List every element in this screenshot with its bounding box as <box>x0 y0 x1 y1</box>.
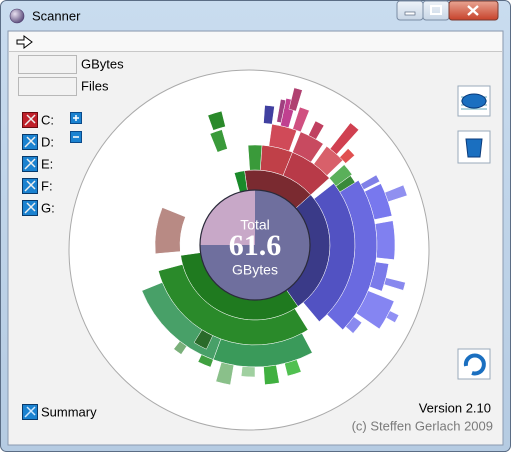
drive-label[interactable]: C: <box>41 112 54 127</box>
minimize-button[interactable] <box>396 0 424 21</box>
sunburst-segment <box>263 105 275 125</box>
sunburst-segment <box>263 364 280 385</box>
disk-glyph <box>461 93 487 109</box>
sunburst-segment <box>197 354 214 368</box>
drive-glyph <box>24 180 36 192</box>
window-controls <box>396 0 499 21</box>
sunburst-segment <box>284 359 302 377</box>
drive-label[interactable]: D: <box>41 134 54 149</box>
sunburst-segment <box>369 261 389 292</box>
minimize-glyph <box>404 11 416 16</box>
total-value: 61.6 <box>229 229 282 262</box>
copyright: (c) Steffen Gerlach 2009 <box>352 418 493 433</box>
sunburst-segment <box>154 207 186 254</box>
drive-glyph <box>24 136 36 148</box>
sunburst-segment <box>207 110 226 131</box>
sunburst-segment <box>383 277 406 291</box>
sunburst-segment <box>209 129 228 153</box>
sunburst-segment <box>308 120 325 140</box>
drive-glyph <box>24 202 36 214</box>
sunburst-segment <box>240 366 256 378</box>
app-icon <box>9 8 25 24</box>
drive-list: C: D: E: F: G: <box>22 112 55 216</box>
sunburst-segment <box>374 220 396 260</box>
sunburst-segment <box>247 144 263 171</box>
sunburst-segment <box>215 361 235 386</box>
drive-label[interactable]: G: <box>41 200 55 215</box>
sunburst-segment <box>288 87 303 112</box>
files-box <box>18 77 77 96</box>
gbytes-box <box>18 55 77 74</box>
files-label: Files <box>81 78 109 93</box>
plus-glyph <box>73 115 79 121</box>
sunburst-segment <box>193 329 214 350</box>
sunburst-segment <box>360 174 381 190</box>
total-caption: Total <box>240 217 270 233</box>
sunburst-segment <box>292 106 310 133</box>
sunburst-segment <box>335 175 356 193</box>
close-glyph <box>467 5 479 16</box>
center-disc: Total 61.6 GBytes <box>199 189 311 301</box>
sunburst-segment <box>173 340 188 355</box>
sunburst-segment <box>385 310 400 323</box>
gbytes-label: GBytes <box>81 56 124 71</box>
sunburst <box>141 87 408 386</box>
refresh-glyph <box>463 353 486 376</box>
center-disc-border <box>199 189 311 301</box>
maximize-glyph <box>430 5 442 15</box>
center-disc-slice <box>200 190 255 245</box>
sunburst-segment <box>339 148 355 164</box>
toolbar <box>9 32 502 51</box>
summary-glyph <box>24 406 36 418</box>
drive-glyph <box>24 114 36 126</box>
version: Version 2.10 <box>419 400 491 415</box>
total-unit: GBytes <box>232 262 278 278</box>
drive-label[interactable]: F: <box>41 178 53 193</box>
summary-label: Summary <box>41 404 97 419</box>
back-arrow[interactable] <box>16 35 33 49</box>
maximize-button[interactable] <box>422 0 450 21</box>
sunburst-segment <box>345 316 363 334</box>
right-tools <box>457 85 491 380</box>
trash-tool[interactable] <box>457 130 491 164</box>
sunburst-segment <box>384 184 408 203</box>
sunburst-segment <box>329 122 360 155</box>
drive-glyph <box>24 158 36 170</box>
window-title: Scanner <box>32 8 81 23</box>
trash-glyph <box>465 138 483 158</box>
drive-label[interactable]: E: <box>41 156 53 171</box>
sunburst-segment <box>276 98 287 124</box>
